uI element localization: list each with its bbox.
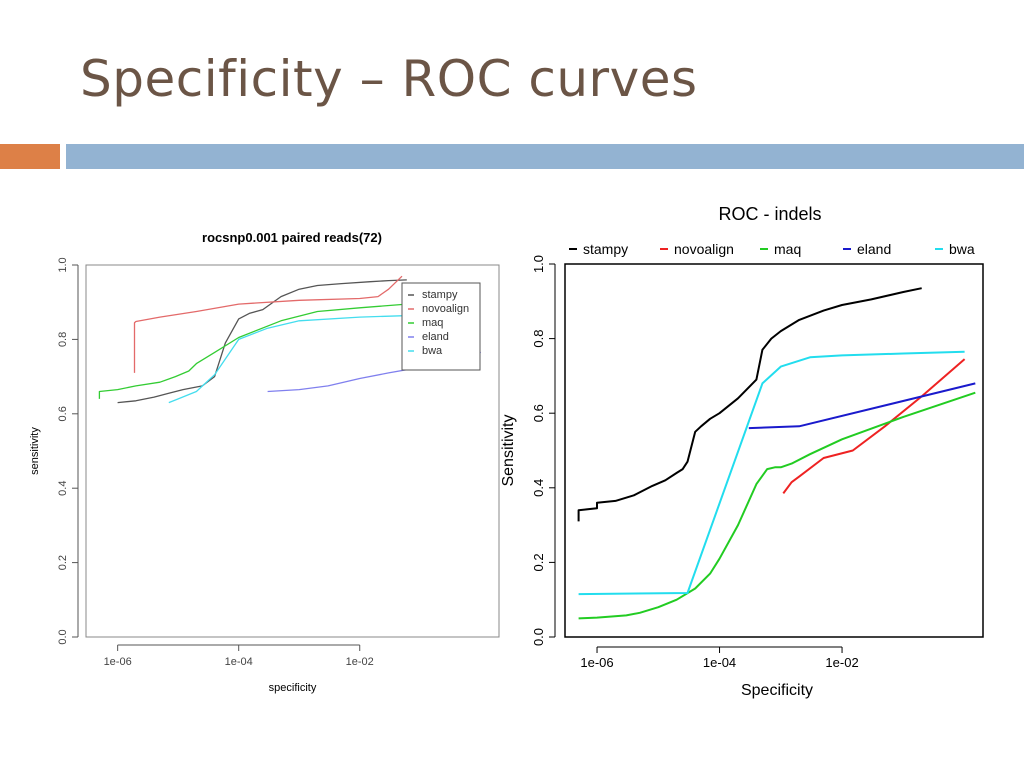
left-roc-chart: rocsnp0.001 paired reads(72) 1e-06 1e-04 1e… (29, 230, 500, 694)
legend-label: eland (857, 241, 891, 257)
chart-title: ROC - indels (718, 204, 821, 224)
legend-label: maq (422, 317, 443, 329)
legend-label: eland (422, 331, 449, 343)
x-tick-label: 1e-02 (825, 655, 858, 670)
y-tick-label: 0.4 (531, 479, 546, 497)
x-tick-label: 1e-06 (104, 656, 132, 668)
y-tick-label: 0.4 (57, 481, 69, 496)
y-tick-label: 0.2 (531, 553, 546, 571)
legend-label: novoalign (674, 241, 734, 257)
series-line-bwa (578, 350, 965, 596)
series-line-novoalign (133, 275, 403, 373)
series-line-novoalign (782, 358, 966, 494)
legend-label: maq (774, 241, 801, 257)
x-tick-label: 1e-04 (703, 655, 736, 670)
y-axis-label: Sensitivity (500, 414, 517, 486)
x-tick-label: 1e-04 (225, 656, 253, 668)
legend-box (401, 282, 481, 371)
y-tick-label: 0.6 (57, 406, 69, 421)
legend-label: bwa (949, 241, 975, 257)
series-line-bwa (168, 312, 468, 404)
series-line-stampy (117, 279, 407, 404)
series-line-maq (578, 391, 976, 620)
right-roc-chart: ROC - indels 1e-06 1e-04 1e-02 Specificity 0.… (500, 204, 984, 699)
x-tick-label: 1e-06 (580, 655, 613, 670)
y-tick-label: 0.8 (57, 332, 69, 347)
plot-frame (85, 264, 500, 638)
series-line-maq (98, 301, 439, 399)
chart-title: rocsnp0.001 paired reads(72) (202, 230, 382, 245)
slide-title: Specificity – ROC curves (80, 50, 698, 108)
legend-label: novoalign (422, 303, 469, 315)
plot-frame (564, 263, 984, 638)
y-tick-label: 0.8 (531, 330, 546, 348)
x-tick-label: 1e-02 (346, 656, 374, 668)
legend-label: bwa (422, 345, 443, 357)
y-tick-label: 0.0 (57, 629, 69, 644)
y-tick-label: 0.6 (531, 404, 546, 422)
accent-bar-blue (66, 144, 1024, 169)
legend-label: stampy (583, 241, 628, 257)
series-line-eland (748, 382, 976, 430)
y-tick-label: 1.0 (531, 255, 546, 273)
y-tick-label: 0.0 (531, 628, 546, 646)
y-axis-label: sensitivity (29, 427, 41, 475)
series-line-stampy (577, 287, 922, 522)
legend-label: stampy (422, 289, 458, 301)
y-tick-label: 1.0 (57, 257, 69, 272)
x-axis-label: specificity (269, 682, 317, 694)
x-axis-label: Specificity (741, 682, 813, 699)
y-tick-label: 0.2 (57, 555, 69, 570)
accent-bar-orange (0, 144, 60, 169)
